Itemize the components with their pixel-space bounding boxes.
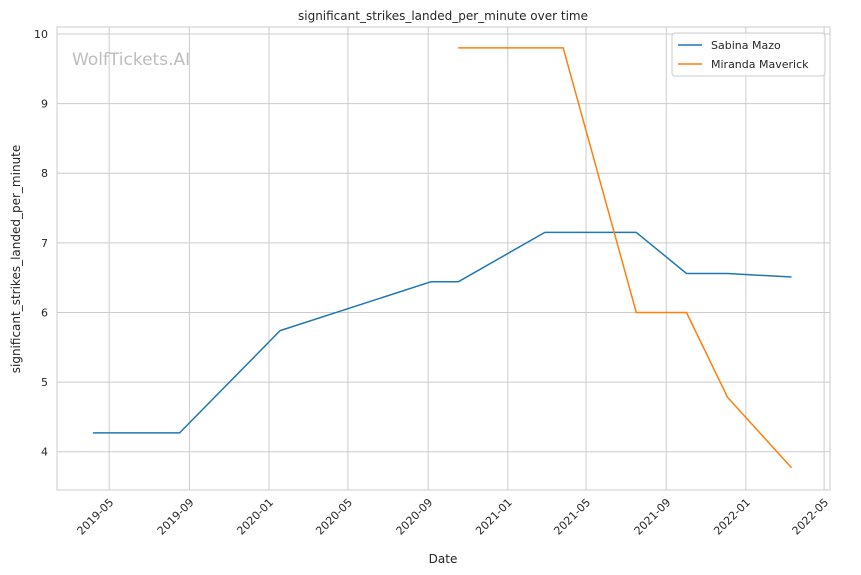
y-tick-label: 5 bbox=[41, 376, 48, 389]
tick-labels: 4 5 6 7 8 9 10 2019-05 2019-09 2020-01 2020-05 2020… bbox=[34, 28, 831, 538]
legend-label: Sabina Mazo bbox=[711, 39, 781, 52]
x-axis-title: Date bbox=[429, 552, 458, 566]
plot-frame bbox=[56, 26, 831, 491]
legend-box bbox=[671, 32, 826, 77]
series-group bbox=[92, 47, 793, 469]
y-tick-label: 4 bbox=[41, 446, 48, 459]
y-tick-label: 6 bbox=[41, 306, 48, 319]
x-tick-label: 2022-01 bbox=[711, 496, 753, 538]
chart-title: significant_strikes_landed_per_minute ov… bbox=[298, 9, 588, 23]
legend-label: Miranda Maverick bbox=[711, 58, 809, 71]
x-tick-label: 2021-05 bbox=[551, 496, 593, 538]
watermark-text: WolfTickets.AI bbox=[72, 50, 190, 70]
x-tick-label: 2021-01 bbox=[473, 496, 515, 538]
legend: Sabina Mazo Miranda Maverick bbox=[671, 32, 826, 77]
x-tick-label: 2021-09 bbox=[632, 496, 674, 538]
y-axis-title: significant_strikes_landed_per_minute bbox=[9, 145, 23, 374]
series-line bbox=[458, 47, 793, 469]
grid bbox=[57, 27, 830, 490]
x-tick-label: 2020-01 bbox=[234, 496, 276, 538]
x-tick-label: 2019-05 bbox=[75, 496, 117, 538]
x-tick-label: 2020-09 bbox=[394, 496, 436, 538]
y-tick-label: 10 bbox=[34, 28, 48, 41]
y-tick-label: 9 bbox=[41, 98, 48, 111]
x-tick-label: 2022-05 bbox=[790, 496, 832, 538]
y-tick-label: 8 bbox=[41, 167, 48, 180]
y-tick-label: 7 bbox=[41, 237, 48, 250]
x-tick-label: 2020-05 bbox=[313, 496, 355, 538]
series-line bbox=[92, 231, 792, 434]
x-tick-label: 2019-09 bbox=[155, 496, 197, 538]
